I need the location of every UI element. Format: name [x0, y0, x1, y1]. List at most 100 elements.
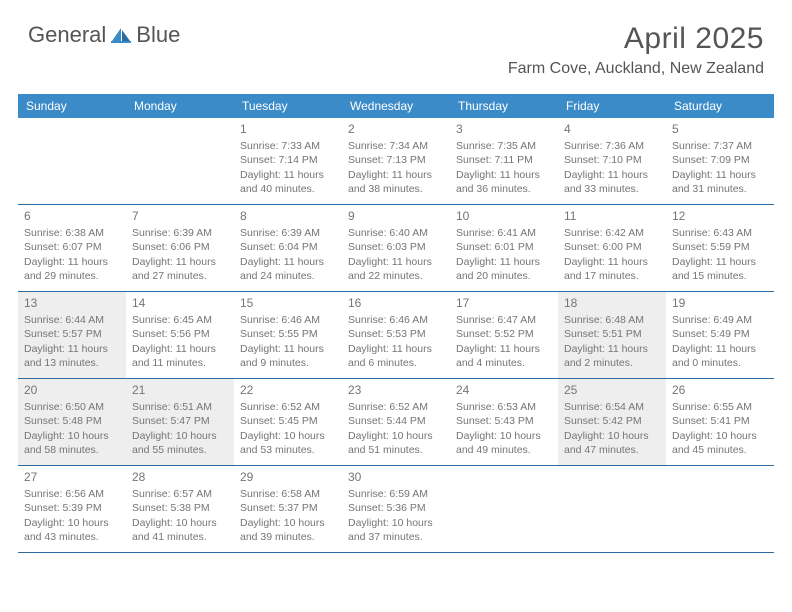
week-row: 6 Sunrise: 6:38 AM Sunset: 6:07 PM Daylig…: [18, 205, 774, 292]
day-details: Sunrise: 6:40 AM Sunset: 6:03 PM Dayligh…: [348, 226, 444, 283]
day-cell: 24 Sunrise: 6:53 AM Sunset: 5:43 PM Dayli…: [450, 379, 558, 465]
day-details: Sunrise: 7:35 AM Sunset: 7:11 PM Dayligh…: [456, 139, 552, 196]
day-number: 27: [24, 469, 120, 485]
day-cell: 6 Sunrise: 6:38 AM Sunset: 6:07 PM Daylig…: [18, 205, 126, 291]
day-cell: 28 Sunrise: 6:57 AM Sunset: 5:38 PM Dayli…: [126, 466, 234, 552]
day-number: 10: [456, 208, 552, 224]
day-cell: 14 Sunrise: 6:45 AM Sunset: 5:56 PM Dayli…: [126, 292, 234, 378]
day-cell: 22 Sunrise: 6:52 AM Sunset: 5:45 PM Dayli…: [234, 379, 342, 465]
day-details: Sunrise: 6:56 AM Sunset: 5:39 PM Dayligh…: [24, 487, 120, 544]
day-number: 3: [456, 121, 552, 137]
calendar-grid: Sunday Monday Tuesday Wednesday Thursday…: [18, 94, 774, 553]
day-details: Sunrise: 6:39 AM Sunset: 6:06 PM Dayligh…: [132, 226, 228, 283]
week-row: 1Sunrise: 7:33 AM Sunset: 7:14 PM Daylig…: [18, 118, 774, 205]
day-cell: 20Sunrise: 6:50 AM Sunset: 5:48 PM Dayli…: [18, 379, 126, 465]
day-cell: 29 Sunrise: 6:58 AM Sunset: 5:37 PM Dayli…: [234, 466, 342, 552]
day-details: Sunrise: 6:48 AM Sunset: 5:51 PM Dayligh…: [564, 313, 660, 370]
day-number: 16: [348, 295, 444, 311]
day-cell: 1Sunrise: 7:33 AM Sunset: 7:14 PM Daylig…: [234, 118, 342, 204]
day-number: 29: [240, 469, 336, 485]
day-cell: [450, 466, 558, 552]
day-cell: 16 Sunrise: 6:46 AM Sunset: 5:53 PM Dayli…: [342, 292, 450, 378]
weekday-header: Friday: [558, 94, 666, 118]
day-cell: 21 Sunrise: 6:51 AM Sunset: 5:47 PM Dayli…: [126, 379, 234, 465]
day-cell: 30Sunrise: 6:59 AM Sunset: 5:36 PM Dayli…: [342, 466, 450, 552]
day-details: Sunrise: 6:46 AM Sunset: 5:55 PM Dayligh…: [240, 313, 336, 370]
day-details: Sunrise: 6:50 AM Sunset: 5:48 PM Dayligh…: [24, 400, 120, 457]
day-details: Sunrise: 6:42 AM Sunset: 6:00 PM Dayligh…: [564, 226, 660, 283]
day-number: 24: [456, 382, 552, 398]
day-details: Sunrise: 6:58 AM Sunset: 5:37 PM Dayligh…: [240, 487, 336, 544]
weekday-header: Thursday: [450, 94, 558, 118]
day-details: Sunrise: 6:44 AM Sunset: 5:57 PM Dayligh…: [24, 313, 120, 370]
day-number: 11: [564, 208, 660, 224]
weekday-header: Tuesday: [234, 94, 342, 118]
weekday-header: Wednesday: [342, 94, 450, 118]
day-details: Sunrise: 6:57 AM Sunset: 5:38 PM Dayligh…: [132, 487, 228, 544]
day-number: 28: [132, 469, 228, 485]
day-cell: 4 Sunrise: 7:36 AM Sunset: 7:10 PM Daylig…: [558, 118, 666, 204]
day-details: Sunrise: 6:45 AM Sunset: 5:56 PM Dayligh…: [132, 313, 228, 370]
day-number: 7: [132, 208, 228, 224]
day-details: Sunrise: 7:36 AM Sunset: 7:10 PM Dayligh…: [564, 139, 660, 196]
day-cell: 3 Sunrise: 7:35 AM Sunset: 7:11 PM Daylig…: [450, 118, 558, 204]
day-details: Sunrise: 6:54 AM Sunset: 5:42 PM Dayligh…: [564, 400, 660, 457]
day-cell: 2 Sunrise: 7:34 AM Sunset: 7:13 PM Daylig…: [342, 118, 450, 204]
day-details: Sunrise: 6:38 AM Sunset: 6:07 PM Dayligh…: [24, 226, 120, 283]
day-details: Sunrise: 6:59 AM Sunset: 5:36 PM Dayligh…: [348, 487, 444, 544]
day-cell: 23Sunrise: 6:52 AM Sunset: 5:44 PM Dayli…: [342, 379, 450, 465]
logo-text-general: General: [28, 22, 106, 48]
day-details: Sunrise: 6:53 AM Sunset: 5:43 PM Dayligh…: [456, 400, 552, 457]
day-number: 22: [240, 382, 336, 398]
day-cell: 19 Sunrise: 6:49 AM Sunset: 5:49 PM Dayli…: [666, 292, 774, 378]
day-cell: 10Sunrise: 6:41 AM Sunset: 6:01 PM Dayli…: [450, 205, 558, 291]
day-number: 5: [672, 121, 768, 137]
day-cell: 18Sunrise: 6:48 AM Sunset: 5:51 PM Dayli…: [558, 292, 666, 378]
day-details: Sunrise: 6:52 AM Sunset: 5:45 PM Dayligh…: [240, 400, 336, 457]
day-cell: 8Sunrise: 6:39 AM Sunset: 6:04 PM Daylig…: [234, 205, 342, 291]
logo: General Blue: [28, 22, 180, 48]
page-header: General Blue April 2025 Farm Cove, Auckl…: [0, 0, 792, 86]
day-number: 15: [240, 295, 336, 311]
day-number: 14: [132, 295, 228, 311]
day-number: 13: [24, 295, 120, 311]
day-cell: 5Sunrise: 7:37 AM Sunset: 7:09 PM Daylig…: [666, 118, 774, 204]
day-number: 12: [672, 208, 768, 224]
day-cell: 15 Sunrise: 6:46 AM Sunset: 5:55 PM Dayli…: [234, 292, 342, 378]
day-number: 8: [240, 208, 336, 224]
day-cell: [126, 118, 234, 204]
day-details: Sunrise: 6:43 AM Sunset: 5:59 PM Dayligh…: [672, 226, 768, 283]
day-cell: [18, 118, 126, 204]
week-row: 13 Sunrise: 6:44 AM Sunset: 5:57 PM Dayli…: [18, 292, 774, 379]
day-number: 21: [132, 382, 228, 398]
title-block: April 2025 Farm Cove, Auckland, New Zeal…: [508, 22, 764, 78]
day-number: 9: [348, 208, 444, 224]
day-number: 4: [564, 121, 660, 137]
day-details: Sunrise: 6:52 AM Sunset: 5:44 PM Dayligh…: [348, 400, 444, 457]
weekday-header: Monday: [126, 94, 234, 118]
day-number: 19: [672, 295, 768, 311]
location-text: Farm Cove, Auckland, New Zealand: [508, 60, 764, 78]
day-cell: 17Sunrise: 6:47 AM Sunset: 5:52 PM Dayli…: [450, 292, 558, 378]
day-cell: 26Sunrise: 6:55 AM Sunset: 5:41 PM Dayli…: [666, 379, 774, 465]
day-details: Sunrise: 7:34 AM Sunset: 7:13 PM Dayligh…: [348, 139, 444, 196]
day-cell: 9 Sunrise: 6:40 AM Sunset: 6:03 PM Daylig…: [342, 205, 450, 291]
weekday-header-row: Sunday Monday Tuesday Wednesday Thursday…: [18, 94, 774, 118]
day-cell: 12 Sunrise: 6:43 AM Sunset: 5:59 PM Dayli…: [666, 205, 774, 291]
day-cell: 13 Sunrise: 6:44 AM Sunset: 5:57 PM Dayli…: [18, 292, 126, 378]
day-cell: 27 Sunrise: 6:56 AM Sunset: 5:39 PM Dayli…: [18, 466, 126, 552]
day-details: Sunrise: 7:33 AM Sunset: 7:14 PM Dayligh…: [240, 139, 336, 196]
day-details: Sunrise: 6:46 AM Sunset: 5:53 PM Dayligh…: [348, 313, 444, 370]
day-details: Sunrise: 6:49 AM Sunset: 5:49 PM Dayligh…: [672, 313, 768, 370]
day-number: 6: [24, 208, 120, 224]
day-details: Sunrise: 6:51 AM Sunset: 5:47 PM Dayligh…: [132, 400, 228, 457]
day-number: 26: [672, 382, 768, 398]
day-cell: [666, 466, 774, 552]
day-number: 25: [564, 382, 660, 398]
weekday-header: Sunday: [18, 94, 126, 118]
day-number: 2: [348, 121, 444, 137]
day-details: Sunrise: 6:47 AM Sunset: 5:52 PM Dayligh…: [456, 313, 552, 370]
day-cell: 7 Sunrise: 6:39 AM Sunset: 6:06 PM Daylig…: [126, 205, 234, 291]
week-row: 20Sunrise: 6:50 AM Sunset: 5:48 PM Dayli…: [18, 379, 774, 466]
logo-sail-icon: [110, 26, 132, 44]
